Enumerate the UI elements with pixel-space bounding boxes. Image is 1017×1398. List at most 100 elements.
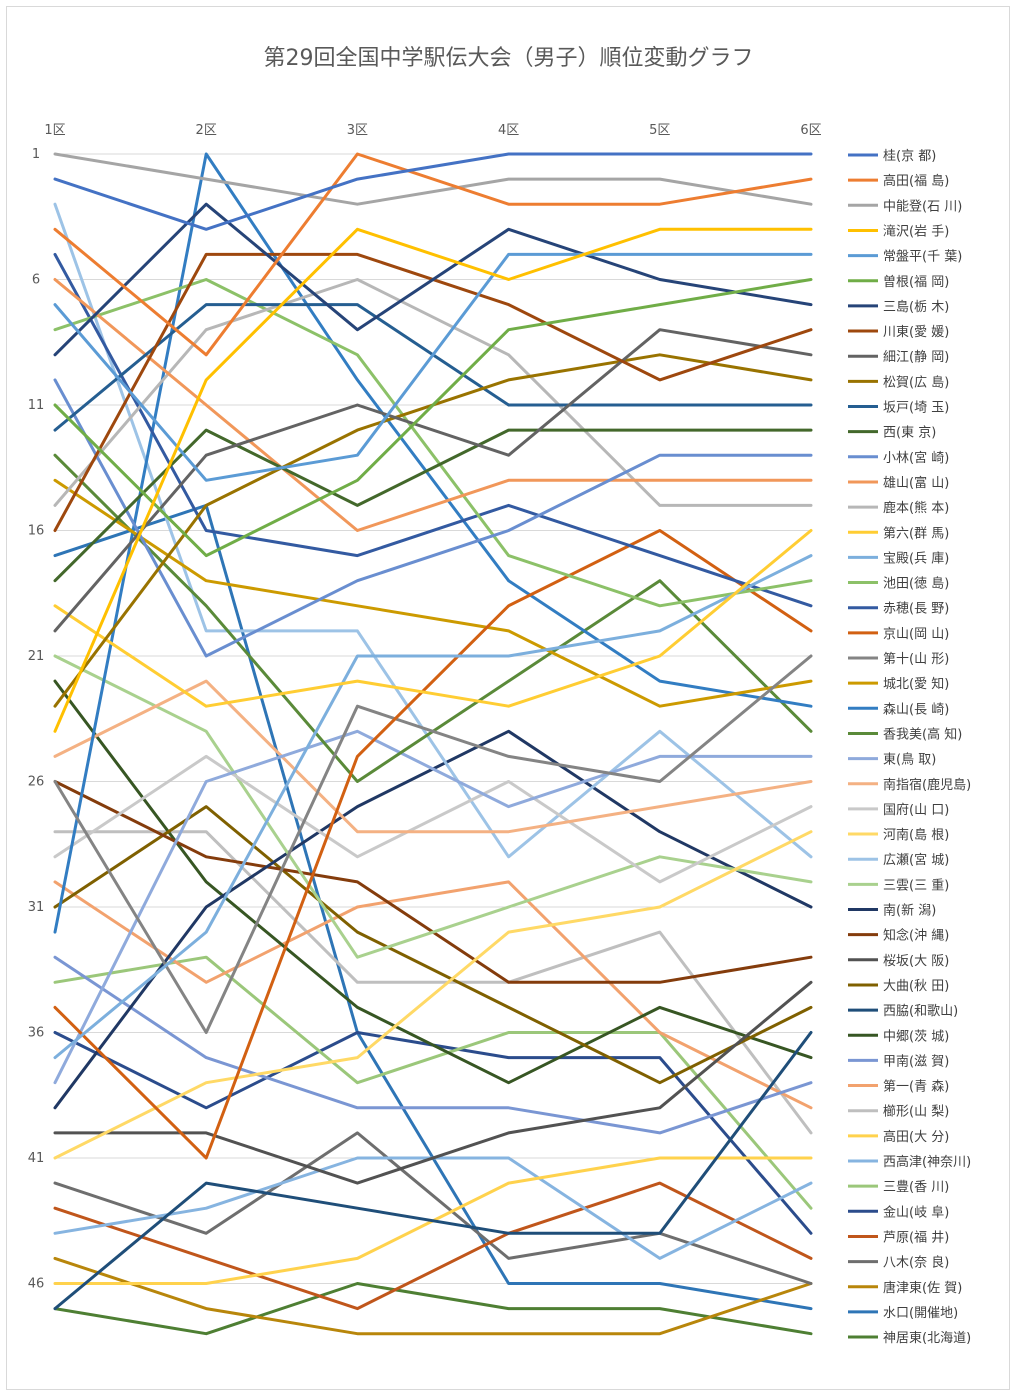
chart-frame [6, 6, 1010, 1390]
y-tick-label: 1 [32, 147, 40, 162]
legend-label: 三豊(香 川) [883, 1180, 949, 1195]
legend-label: 曽根(福 岡) [883, 275, 949, 290]
series-line [53, 830, 813, 1160]
series-line [53, 152, 813, 206]
series-line [53, 1131, 813, 1285]
series-line [53, 1031, 813, 1311]
legend-label: 松賀(広 島) [883, 375, 949, 390]
legend-label: 芦原(福 井) [883, 1230, 949, 1245]
legend-label: 知念(沖 縄) [883, 928, 949, 944]
legend-label: 森山(長 崎) [883, 702, 949, 717]
legend-label: 京山(岡 山) [883, 627, 949, 642]
y-tick-label: 36 [28, 1026, 45, 1041]
legend-label: 櫛形(山 梨) [883, 1105, 949, 1120]
x-tick-label: 1区 [44, 123, 65, 138]
series-line [53, 805, 813, 1085]
series-line [53, 754, 813, 884]
legend-label: 水口(開催地) [883, 1306, 958, 1321]
series-line [53, 252, 813, 482]
legend-label: 西高津(神奈川) [883, 1154, 971, 1170]
series-line [53, 278, 813, 608]
y-tick-label: 41 [28, 1151, 45, 1166]
y-tick-label: 21 [28, 649, 45, 664]
legend-label: 高田(大 分) [883, 1129, 949, 1145]
legend-label: 三島(栃 木) [883, 300, 949, 315]
legend-label: 金山(岐 阜) [883, 1204, 949, 1220]
legend-label: 鹿本(熊 本) [883, 500, 949, 516]
legend-label: 常盤平(千 葉) [883, 250, 962, 265]
legend-label: 国府(山 口) [883, 803, 949, 818]
legend-label: 雄山(富 山) [883, 475, 949, 491]
legend: 桂(京 都) 高田(福 島) 中能登(石 川) 滝沢(岩 手) 常盤平(千 葉) 曽根(福… [848, 149, 971, 1346]
legend-label: 宝殿(兵 庫) [883, 551, 949, 566]
x-tick-label: 4区 [498, 123, 519, 138]
series-line [53, 880, 813, 1110]
legend-label: 坂戸(埼 玉) [883, 401, 949, 416]
legend-label: 西(東 京) [883, 425, 936, 441]
legend-label: 大曲(秋 田) [883, 979, 949, 994]
series-line [53, 378, 813, 658]
legend-label: 城北(愛 知) [883, 676, 949, 692]
legend-label: 広瀬(宮 城) [883, 852, 949, 868]
series-line [53, 529, 813, 708]
series-line [53, 227, 813, 733]
series-line [53, 679, 813, 1085]
series-line [53, 1156, 813, 1260]
y-tick-label: 16 [28, 524, 45, 539]
legend-label: 香我美(高 知) [883, 726, 962, 742]
legend-label: 第六(群 馬) [883, 526, 949, 541]
series-line [53, 152, 813, 357]
legend-label: 第十(山 形) [883, 652, 949, 667]
series-line [53, 654, 813, 959]
legend-label: 三雲(三 重) [883, 877, 949, 893]
legend-label: 唐津東(佐 賀) [883, 1280, 962, 1296]
legend-label: 滝沢(岩 手) [883, 224, 949, 239]
series-line [53, 554, 813, 1060]
series-line [53, 679, 813, 834]
series-line [53, 152, 813, 934]
series-line [53, 1256, 813, 1336]
series-line [53, 955, 813, 1210]
legend-label: 河南(島 根) [883, 827, 949, 843]
legend-label: 南指宿(鹿児島) [883, 777, 971, 793]
legend-label: 西脇(和歌山) [883, 1004, 958, 1019]
x-tick-label: 6区 [800, 123, 821, 138]
series-line [53, 780, 813, 984]
x-axis-ticks: 1区 2区 3区 4区 5区 6区 [44, 123, 821, 138]
series-line [53, 152, 813, 231]
series-line [53, 729, 813, 1085]
legend-label: 中能登(石 川) [883, 199, 962, 214]
legend-label: 高田(福 島) [883, 173, 949, 189]
y-tick-label: 26 [28, 775, 45, 790]
series-line [53, 252, 813, 532]
legend-label: 赤穂(長 野) [883, 602, 949, 617]
x-tick-label: 5区 [649, 123, 670, 138]
series-lines [53, 152, 813, 1336]
series-line [53, 428, 813, 583]
series-line [53, 328, 813, 633]
series-line [53, 529, 813, 1160]
series-line [53, 278, 813, 507]
series-line [53, 980, 813, 1185]
series-line [53, 278, 813, 532]
legend-label: 八木(奈 良) [883, 1255, 949, 1271]
y-tick-label: 31 [28, 900, 45, 915]
legend-label: 中郷(茨 城) [883, 1029, 949, 1044]
legend-label: 桜坂(大 阪) [883, 954, 949, 969]
y-tick-label: 6 [32, 273, 40, 288]
legend-label: 第一(青 森) [883, 1080, 949, 1095]
series-line [53, 478, 813, 708]
legend-label: 東(鳥 取) [883, 752, 936, 768]
legend-label: 桂(京 都) [883, 149, 936, 164]
series-line [53, 202, 813, 859]
legend-label: 甲南(滋 賀) [883, 1053, 949, 1069]
chart-title: 第29回全国中学駅伝大会（男子）順位変動グラフ [263, 46, 754, 71]
legend-label: 南(新 潟) [883, 903, 936, 919]
x-tick-label: 3区 [347, 123, 368, 138]
series-line [53, 955, 813, 1135]
legend-label: 川東(愛 媛) [883, 324, 949, 340]
series-line [53, 278, 813, 558]
y-tick-label: 46 [28, 1277, 45, 1292]
